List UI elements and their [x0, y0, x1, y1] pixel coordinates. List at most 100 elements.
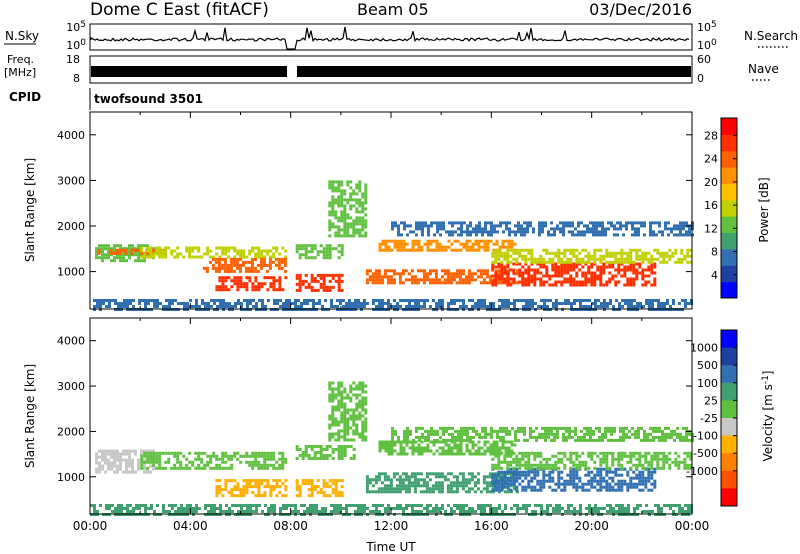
data-cell-12	[457, 227, 460, 231]
data-cell-12	[529, 224, 532, 228]
data-cell-8	[518, 473, 522, 477]
data-cell-9	[392, 281, 396, 285]
data-cell-10	[556, 435, 559, 439]
data-cell-9	[545, 460, 549, 464]
data-cell-7	[346, 225, 350, 229]
data-cell-11	[671, 254, 675, 258]
data-cell-4	[340, 445, 344, 448]
data-cell-11	[668, 254, 672, 258]
data-cell-11	[593, 254, 597, 258]
data-cell-11	[267, 510, 270, 513]
data-cell-13	[633, 299, 636, 302]
data-cell-7	[352, 225, 356, 229]
data-cell-11	[629, 254, 633, 258]
data-cell-10	[620, 262, 624, 266]
data-cell-10	[653, 280, 657, 284]
data-cell-3	[217, 263, 221, 267]
data-cell-5	[337, 282, 341, 286]
data-cell-11	[632, 260, 636, 264]
data-cell-2	[239, 488, 243, 492]
data-cell-11	[516, 504, 519, 507]
data-cell-6	[510, 443, 514, 447]
data-cell-10	[454, 435, 457, 439]
data-cell-13	[153, 302, 156, 305]
data-cell-9	[383, 269, 387, 273]
data-cell-1	[269, 457, 273, 461]
data-cell-10	[626, 280, 630, 284]
data-cell-0	[146, 449, 149, 453]
data-cell-11	[669, 507, 672, 510]
data-cell-11	[330, 504, 333, 507]
data-cell-7	[371, 484, 375, 488]
data-cell-0	[134, 247, 137, 251]
data-cell-6	[495, 449, 499, 453]
data-cell-9	[527, 454, 531, 458]
data-cell-10	[518, 274, 522, 278]
data-cell-10	[505, 429, 508, 433]
data-cell-12	[664, 224, 667, 228]
data-cell-0	[131, 464, 134, 468]
data-cell-4	[340, 451, 344, 454]
data-cell-13	[570, 305, 573, 308]
data-cell-7	[488, 484, 492, 488]
data-cell-10	[580, 438, 583, 442]
data-cell-6	[390, 452, 394, 456]
data-cell-1	[263, 451, 267, 455]
data-cell-9	[509, 454, 513, 458]
data-cell-8	[393, 239, 397, 243]
data-cell-9	[386, 275, 390, 279]
data-cell-1	[164, 451, 168, 455]
data-cell-7	[358, 189, 362, 193]
data-cell-3	[319, 488, 323, 492]
data-cell-2	[164, 249, 168, 253]
data-cell-12	[487, 221, 490, 225]
data-cell-6	[340, 253, 344, 257]
data-cell-0	[101, 455, 104, 459]
data-cell-7	[361, 192, 365, 196]
data-cell-2	[260, 249, 264, 253]
data-cell-13	[657, 302, 660, 305]
data-cell-13	[99, 305, 102, 308]
data-cell-7	[410, 481, 414, 485]
data-cell-12	[676, 227, 679, 231]
data-cell-2	[206, 249, 210, 253]
data-cell-0	[113, 250, 116, 254]
data-cell-10	[547, 426, 550, 430]
data-cell-9	[398, 275, 402, 279]
data-cell-10	[547, 435, 550, 439]
data-cell-7	[355, 186, 359, 190]
data-cell-12	[391, 221, 394, 225]
data-cell-3	[265, 263, 269, 267]
data-cell-0	[113, 259, 116, 263]
data-cell-9	[683, 460, 687, 464]
data-cell-3	[313, 485, 317, 489]
data-cell-11	[530, 254, 534, 258]
data-cell-1	[278, 457, 282, 461]
data-cell-7	[431, 487, 435, 491]
data-cell-9	[581, 463, 585, 467]
data-cell-8	[468, 248, 472, 252]
data-cell-12	[484, 224, 487, 228]
data-cell-13	[312, 299, 315, 302]
data-cell-5	[334, 393, 338, 397]
data-cell-4	[349, 457, 353, 460]
data-cell-2	[188, 249, 192, 253]
xtick-label: 12:00	[374, 519, 409, 533]
data-cell-8	[417, 242, 421, 246]
data-cell-9	[440, 281, 444, 285]
data-cell-10	[638, 262, 642, 266]
data-cell-8	[626, 488, 630, 492]
data-cell-4	[313, 451, 317, 454]
data-cell-11	[375, 504, 378, 507]
data-cell-4	[221, 276, 225, 280]
data-cell-1	[152, 457, 156, 461]
data-cell-1	[209, 460, 213, 464]
data-cell-12	[427, 233, 430, 237]
data-cell-4	[236, 276, 240, 280]
data-cell-10	[676, 432, 679, 436]
data-cell-10	[562, 426, 565, 430]
data-cell-2	[188, 246, 192, 250]
data-cell-5	[301, 282, 305, 286]
data-cell-11	[617, 251, 621, 255]
data-cell-4	[281, 288, 285, 292]
